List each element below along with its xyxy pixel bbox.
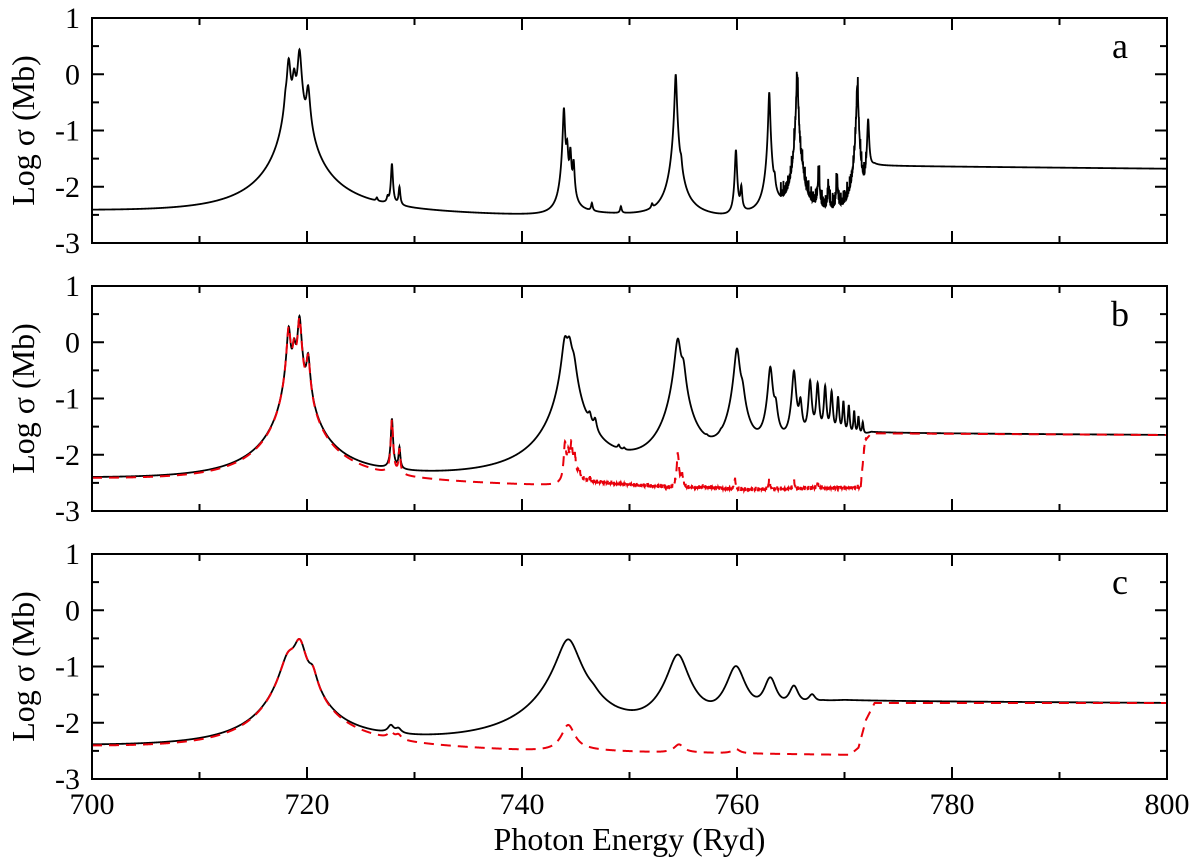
y-tick-label: -3	[55, 763, 80, 796]
series-line-b-2	[92, 315, 1167, 495]
series-line-c-1	[92, 638, 1167, 746]
chart-panel-b: 1 0 -1 -2 -3 Log σ (Mb) b	[5, 270, 1168, 528]
plot-frame	[91, 17, 1168, 244]
y-tick-label: 0	[65, 326, 80, 359]
panel-label: a	[1112, 26, 1128, 66]
y-tick-label: -1	[55, 115, 80, 148]
y-tick-label: 0	[65, 594, 80, 627]
x-tick-label: 740	[500, 788, 545, 821]
y-tick-label: 0	[65, 58, 80, 91]
panel-label: c	[1112, 562, 1128, 602]
y-tick-label: -3	[55, 495, 80, 528]
plot-frame	[91, 553, 1168, 780]
panel-label: b	[1111, 294, 1129, 334]
y-tick-label: 1	[65, 2, 80, 35]
x-tick-label: 780	[930, 788, 975, 821]
series-line-c-2	[92, 637, 1167, 756]
y-tick-label: -2	[55, 707, 80, 740]
y-tick-label: 1	[65, 538, 80, 571]
chart-panel-c: 1 0 -1 -2 -3 Log σ (Mb) c 700 720 740 760 780 800 Pho…	[5, 538, 1190, 857]
y-tick-label: -2	[55, 171, 80, 204]
y-axis-title: Log σ (Mb)	[5, 55, 41, 206]
x-tick-label: 700	[70, 788, 115, 821]
chart-panel-a: 1 0 -1 -2 -3 Log σ (Mb) a	[5, 2, 1168, 260]
x-tick-label: 760	[715, 788, 760, 821]
x-tick-label: 720	[285, 788, 330, 821]
y-tick-label: -2	[55, 439, 80, 472]
y-tick-label: -1	[55, 651, 80, 684]
y-tick-label: -3	[55, 227, 80, 260]
x-tick-label: 800	[1145, 788, 1190, 821]
x-axis-title: Photon Energy (Ryd)	[494, 821, 766, 857]
plot-frame	[91, 285, 1168, 512]
y-tick-label: 1	[65, 270, 80, 303]
y-tick-label: -1	[55, 383, 80, 416]
series-line-a-1	[92, 47, 1167, 215]
y-axis-title: Log σ (Mb)	[5, 591, 41, 742]
series-line-b-1	[92, 313, 1167, 478]
y-axis-title: Log σ (Mb)	[5, 323, 41, 474]
